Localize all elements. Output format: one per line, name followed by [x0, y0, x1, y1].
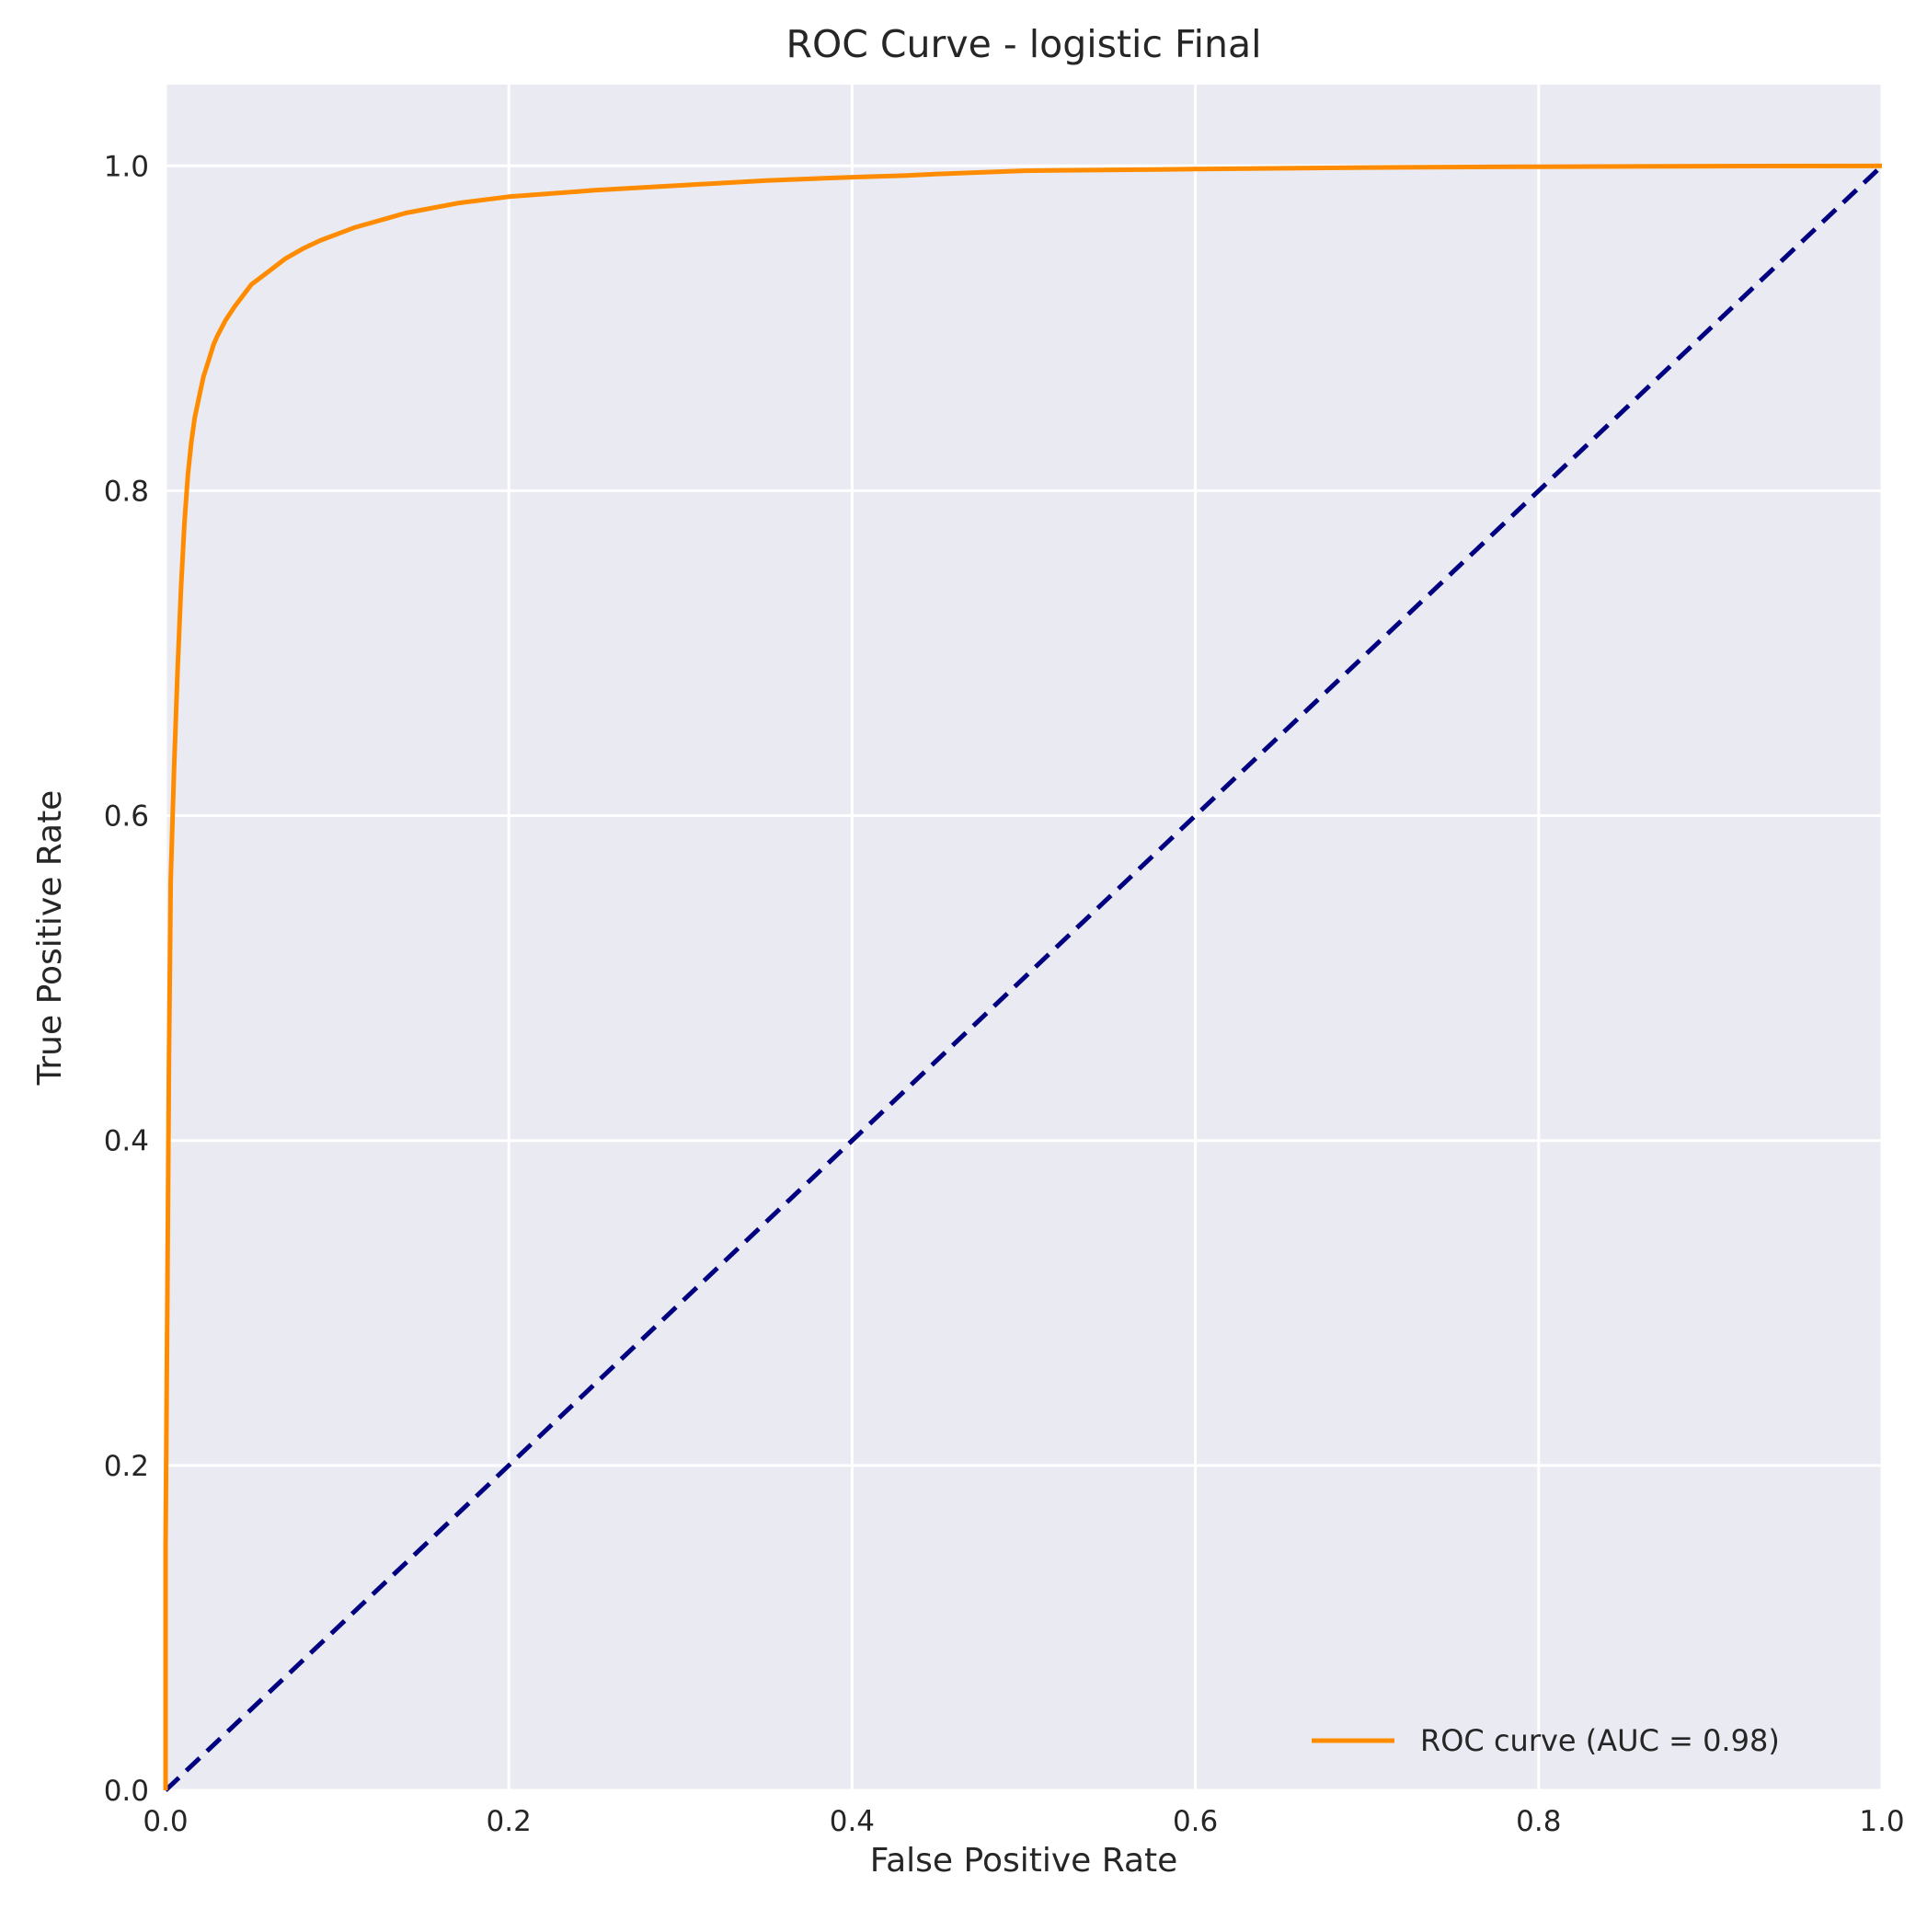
y-tick-label: 1.0 — [104, 150, 149, 183]
x-tick-label: 0.6 — [1173, 1805, 1218, 1838]
x-tick-label: 0.2 — [487, 1805, 532, 1838]
y-tick-label: 0.6 — [104, 800, 149, 834]
y-tick-label: 0.0 — [104, 1775, 149, 1808]
plot-area — [166, 85, 1882, 1790]
tick-labels: 0.0 0.2 0.4 0.6 0.8 1.0 0.0 0.2 0.4 0.6 0.8 1.0 — [104, 150, 1905, 1838]
y-tick-label: 0.8 — [104, 475, 149, 508]
legend-label-roc-curve: ROC curve (AUC = 0.98) — [1420, 1723, 1780, 1758]
grid-lines — [164, 85, 1884, 1792]
y-tick-label: 0.2 — [104, 1450, 149, 1483]
x-tick-label: 0.8 — [1516, 1805, 1561, 1838]
x-tick-label: 0.0 — [143, 1805, 188, 1838]
x-tick-label: 1.0 — [1859, 1805, 1904, 1838]
chance-diagonal-line — [164, 164, 1884, 1792]
series-layer — [163, 163, 1884, 1792]
y-axis-label: True Positive Rate — [31, 790, 69, 1087]
chart-title: ROC Curve - logistic Final — [786, 22, 1261, 66]
legend: ROC curve (AUC = 0.98) — [1312, 1723, 1780, 1758]
x-tick-label: 0.4 — [830, 1805, 875, 1838]
y-tick-label: 0.4 — [104, 1125, 149, 1158]
roc-curve-line — [163, 163, 1883, 1790]
x-axis-label: False Positive Rate — [870, 1842, 1178, 1880]
